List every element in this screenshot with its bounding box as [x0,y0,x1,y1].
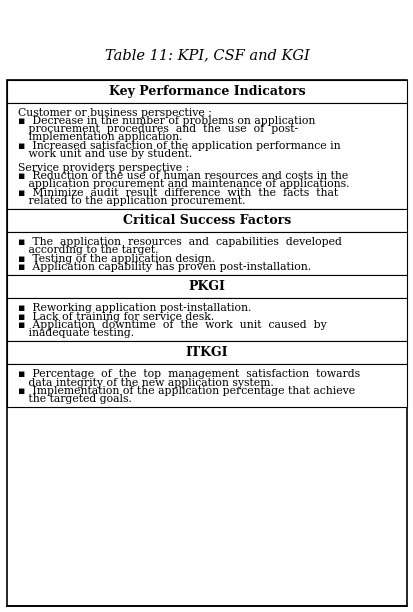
Text: Table 11: KPI, CSF and KGI: Table 11: KPI, CSF and KGI [104,48,309,62]
Text: ▪  Decrease in the number of problems on application: ▪ Decrease in the number of problems on … [18,116,314,126]
Text: ▪  Reduction of the use of human resources and costs in the: ▪ Reduction of the use of human resource… [18,171,347,181]
Text: ▪  Implementation of the application percentage that achieve: ▪ Implementation of the application perc… [18,386,354,396]
Bar [7,341,406,365]
Text: inadequate testing.: inadequate testing. [18,328,133,338]
Text: procurement  procedures  and  the  use  of  post-: procurement procedures and the use of po… [18,124,297,134]
Text: according to the target.: according to the target. [18,245,158,255]
Text: implementation application.: implementation application. [18,132,182,143]
Text: the targeted goals.: the targeted goals. [18,394,131,404]
Text: application procurement and maintenance of applications.: application procurement and maintenance … [18,179,349,189]
Text: Critical Success Factors: Critical Success Factors [123,214,290,227]
Text: work unit and use by student.: work unit and use by student. [18,149,192,159]
Text: ▪  Lack of training for service desk.: ▪ Lack of training for service desk. [18,312,214,321]
Bar [7,275,406,299]
Text: ITKGI: ITKGI [185,346,228,359]
Text: Customer or business perspective :: Customer or business perspective : [18,108,211,118]
Bar [7,80,406,606]
Text: data integrity of the new application system.: data integrity of the new application sy… [18,378,273,387]
Text: Key Performance Indicators: Key Performance Indicators [109,84,304,98]
Bar [7,80,406,103]
Text: ▪  Application capability has proven post-installation.: ▪ Application capability has proven post… [18,262,310,272]
Text: PKGI: PKGI [188,280,225,293]
Text: ▪  Application  downtime  of  the  work  unit  caused  by: ▪ Application downtime of the work unit … [18,320,326,330]
Text: ▪  Reworking application post-installation.: ▪ Reworking application post-installatio… [18,304,251,313]
Text: ▪  The  application  resources  and  capabilities  developed: ▪ The application resources and capabili… [18,237,341,247]
Text: ▪  Minimize  audit  result  difference  with  the  facts  that: ▪ Minimize audit result difference with … [18,187,337,198]
Text: ▪  Percentage  of  the  top  management  satisfaction  towards: ▪ Percentage of the top management satis… [18,370,359,379]
Bar [7,233,406,275]
Bar [7,103,406,209]
Text: Service providers perspective :: Service providers perspective : [18,163,189,173]
Bar [7,299,406,341]
Text: ▪  Testing of the application design.: ▪ Testing of the application design. [18,254,214,264]
Text: ▪  Increased satisfaction of the application performance in: ▪ Increased satisfaction of the applicat… [18,141,339,151]
Bar [7,365,406,408]
Bar [7,209,406,233]
Text: related to the application procurement.: related to the application procurement. [18,196,245,206]
